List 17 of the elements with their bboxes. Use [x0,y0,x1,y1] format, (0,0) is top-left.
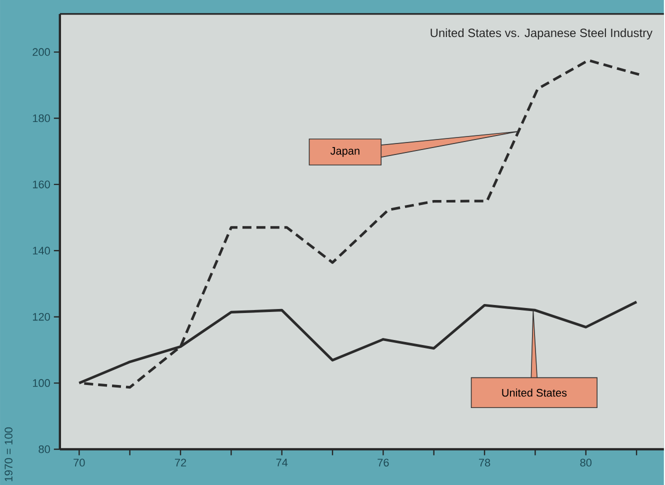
y-tick-label: 80 [38,445,50,453]
text: United States vs. Japanese Steel Industry [430,28,652,40]
y-tick-label: 100 [32,379,50,387]
y-axis-title: 1970 = 100 [4,427,12,482]
y-tick-label: 140 [32,246,50,254]
y-tick-label: 180 [32,114,50,122]
x-tick-label: 74 [276,458,288,466]
x-tick-label: 80 [580,458,592,466]
y-tick-label: 160 [32,180,50,188]
x-tick-label: 70 [74,458,85,466]
x-tick-label: 78 [479,458,490,466]
y-tick-label: 200 [32,48,50,56]
text: United States [502,388,567,397]
y-tick-label: 120 [32,312,50,321]
text: Japan [330,146,360,157]
x-tick-label: 76 [378,458,389,466]
x-tick-label: 72 [174,458,186,466]
